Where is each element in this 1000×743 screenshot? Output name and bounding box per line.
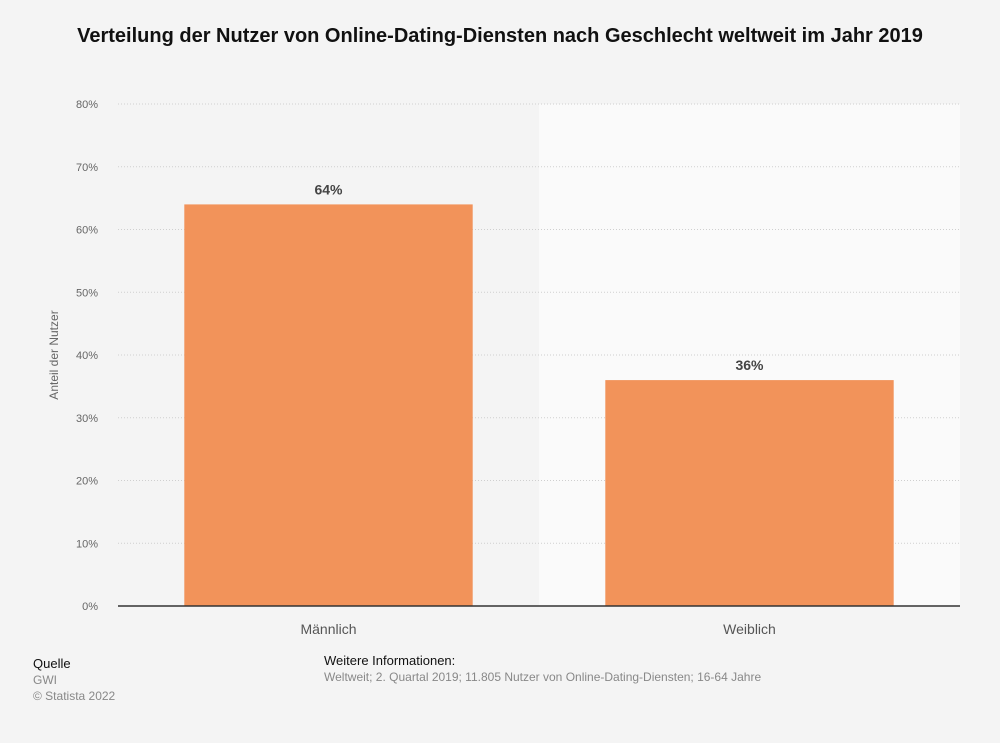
x-axis-ticks: Männlich Weiblich [300,621,775,637]
info-heading: Weitere Informationen: [324,653,456,668]
y-tick-label: 50% [76,287,98,299]
chart-title: Verteilung der Nutzer von Online-Dating-… [77,25,923,47]
gridlines [118,103,960,544]
bar-chart: 0% 10% 20% 30% 40% 50% 60% 70% 80% 64% 36% Männli… [47,99,960,637]
bar [605,380,894,606]
source-name: GWI [33,673,57,687]
y-tick-label: 30% [76,413,98,425]
info-block: Weitere Informationen: Weltweit; 2. Quar… [324,652,761,686]
y-axis-label: Anteil der Nutzer [47,310,61,399]
copyright: © Statista 2022 [33,689,116,703]
source-block: Quelle GWI © Statista 2022 [33,656,115,704]
bar-value-label: 64% [314,181,343,197]
y-tick-label: 20% [76,476,98,488]
y-tick-label: 60% [76,225,98,237]
y-axis-ticks: 0% 10% 20% 30% 40% 50% 60% 70% 80% [76,99,98,613]
info-text: Weltweit; 2. Quartal 2019; 11.805 Nutzer… [324,670,762,684]
y-tick-label: 40% [76,350,98,362]
bars: 64% 36% [184,181,894,606]
y-tick-label: 10% [76,538,98,550]
y-tick-label: 0% [82,601,98,613]
x-tick-label: Männlich [300,621,356,637]
bar-value-label: 36% [735,357,764,373]
bar [184,204,473,606]
y-tick-label: 80% [76,99,98,111]
source-heading: Quelle [33,656,71,671]
x-tick-label: Weiblich [723,621,776,637]
y-tick-label: 70% [76,162,98,174]
